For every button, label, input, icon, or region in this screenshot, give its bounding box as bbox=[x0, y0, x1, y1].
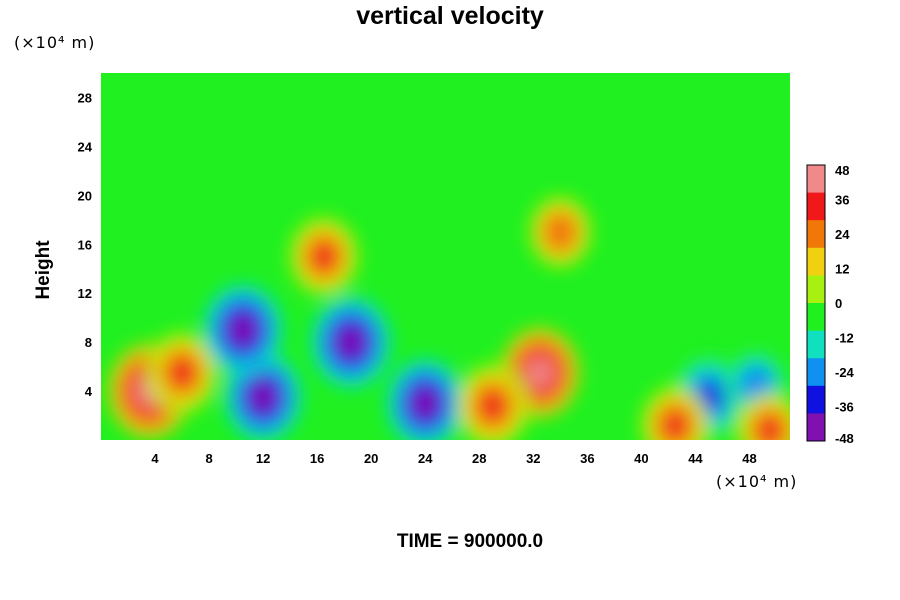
velocity-feature bbox=[312, 242, 336, 271]
velocity-feature bbox=[480, 391, 506, 421]
velocity-feature bbox=[549, 219, 571, 245]
colorbar-segment bbox=[807, 192, 825, 221]
velocity-feature bbox=[337, 326, 365, 358]
y-tick-label: 8 bbox=[85, 335, 92, 350]
velocity-feature bbox=[249, 381, 277, 413]
colorbar-segment bbox=[807, 413, 825, 442]
x-tick-label: 28 bbox=[472, 451, 486, 466]
y-tick-label: 28 bbox=[78, 90, 92, 105]
colorbar-segment bbox=[807, 220, 825, 249]
time-label: TIME = 900000.0 bbox=[396, 531, 544, 552]
chart-title: vertical velocity bbox=[356, 2, 544, 30]
x-tick-label: 24 bbox=[418, 451, 433, 466]
velocity-feature bbox=[526, 357, 554, 388]
colorbar-segment bbox=[807, 358, 825, 387]
x-tick-label: 8 bbox=[205, 451, 212, 466]
velocity-feature bbox=[229, 314, 257, 346]
velocity-feature bbox=[169, 358, 195, 387]
colorbar-segment bbox=[807, 275, 825, 304]
colorbar-tick-label: -48 bbox=[835, 431, 854, 446]
velocity-feature bbox=[411, 388, 439, 419]
colorbar-tick-label: 36 bbox=[835, 193, 849, 208]
colorbar-segment bbox=[807, 165, 825, 194]
colorbar-segment bbox=[807, 330, 825, 359]
colorbar-tick-label: 12 bbox=[835, 262, 849, 277]
x-axis-unit: (×10⁴ m) bbox=[716, 472, 798, 491]
colorbar-tick-label: -24 bbox=[835, 365, 855, 380]
velocity-feature bbox=[758, 417, 782, 440]
x-tick-label: 44 bbox=[688, 451, 703, 466]
y-tick-label: 4 bbox=[85, 384, 93, 399]
y-tick-label: 24 bbox=[78, 139, 93, 154]
colorbar-tick-label: -12 bbox=[835, 331, 854, 346]
y-axis-unit: (×10⁴ m) bbox=[14, 33, 96, 52]
colorbar-segment bbox=[807, 385, 825, 414]
y-tick-label: 20 bbox=[78, 188, 92, 203]
y-tick-label: 12 bbox=[78, 286, 92, 301]
x-tick-label: 16 bbox=[310, 451, 324, 466]
x-tick-label: 40 bbox=[634, 451, 648, 466]
x-tick-label: 36 bbox=[580, 451, 594, 466]
velocity-feature bbox=[663, 411, 687, 439]
colorbar-tick-label: 48 bbox=[835, 163, 849, 178]
x-tick-label: 12 bbox=[256, 451, 270, 466]
colorbar-tick-label: 0 bbox=[835, 296, 842, 311]
colorbar: 48 36 24 12 0 -12 -24 -36 -48 bbox=[806, 163, 855, 446]
x-tick-label: 20 bbox=[364, 451, 378, 466]
velocity-feature bbox=[745, 372, 767, 398]
y-tick-label: 16 bbox=[78, 237, 92, 252]
colorbar-segment bbox=[807, 247, 825, 276]
colorbar-segment bbox=[807, 303, 825, 332]
x-tick-label: 32 bbox=[526, 451, 540, 466]
colorbar-tick-label: 24 bbox=[835, 227, 850, 242]
x-tick-label: 4 bbox=[151, 451, 159, 466]
x-tick-label: 48 bbox=[742, 451, 756, 466]
colorbar-tick-label: -36 bbox=[835, 400, 854, 415]
